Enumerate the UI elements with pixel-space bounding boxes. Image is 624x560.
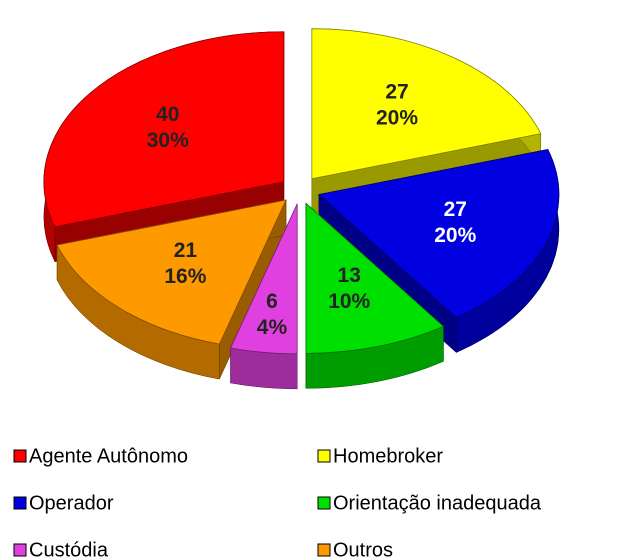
legend-swatch	[13, 449, 27, 463]
value-label: 21	[174, 239, 198, 262]
value-label: 13	[338, 264, 361, 287]
legend-label: Agente Autônomo	[29, 445, 188, 467]
value-label: 6	[266, 290, 278, 313]
legend-label: Homebroker	[333, 445, 443, 467]
legend-swatch	[13, 496, 27, 510]
slice	[229, 203, 298, 355]
slice-group	[305, 202, 445, 389]
percent-label: 20%	[376, 107, 418, 130]
percent-label: 20%	[434, 224, 476, 247]
percent-label: 30%	[147, 129, 189, 152]
legend-swatch	[317, 449, 331, 463]
percent-label: 4%	[257, 316, 288, 339]
percent-label: 10%	[328, 290, 370, 313]
slice	[305, 202, 445, 354]
slice	[56, 199, 287, 345]
slice-group	[56, 199, 287, 380]
legend-label: Operador	[29, 492, 114, 514]
legend-label: Orientação inadequada	[333, 492, 542, 514]
legend-label: Custódia	[29, 539, 109, 560]
slice	[311, 28, 542, 180]
slice-group	[229, 203, 298, 390]
value-label: 27	[385, 81, 408, 104]
legend-swatch	[13, 543, 27, 557]
legend-swatch	[317, 496, 331, 510]
slice	[43, 31, 285, 228]
value-label: 40	[156, 103, 179, 126]
legend-label: Outros	[333, 539, 393, 560]
legend-swatch	[317, 543, 331, 557]
slice	[318, 149, 560, 318]
percent-label: 16%	[164, 265, 206, 288]
value-label: 27	[444, 198, 467, 221]
